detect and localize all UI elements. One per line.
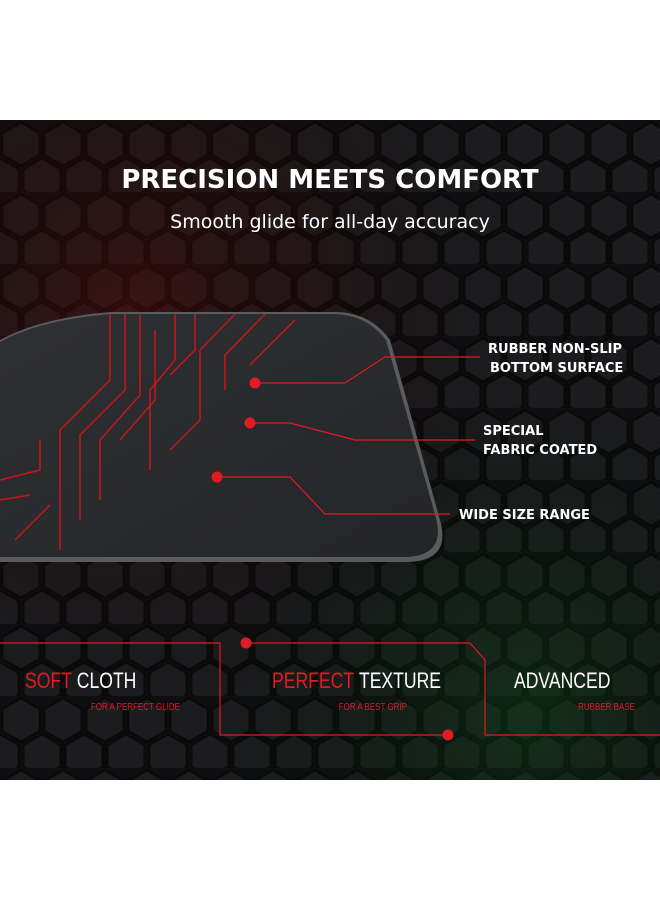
circuit-lines [0, 313, 296, 550]
feature-rest: ADVANCED [514, 669, 610, 693]
feature-heading: PERFECT TEXTURE [272, 669, 441, 693]
features: SOFT CLOTH PERFECT TEXTURE ADVANCED [25, 669, 610, 693]
feature-highlight: PERFECT [272, 669, 354, 693]
feature-caption: RUBBER BASE [578, 701, 635, 712]
callout-text: BOTTOM SURFACE [490, 361, 623, 376]
feature-captions: FOR A PERFECT GLIDE FOR A BEST GRIP RUBB… [91, 701, 635, 712]
title: PRECISION MEETS COMFORT [121, 165, 539, 195]
feature-heading: SOFT CLOTH [25, 669, 136, 693]
mousepad [0, 314, 438, 557]
feature-highlight: SOFT [25, 669, 72, 693]
callout-text: SPECIAL [483, 424, 544, 439]
callout-text: WIDE SIZE RANGE [459, 508, 590, 523]
feature-caption: FOR A BEST GRIP [339, 701, 407, 712]
callout-text: RUBBER NON-SLIP [488, 342, 622, 357]
leader-dots [211, 377, 454, 741]
callout-text: FABRIC COATED [483, 443, 597, 458]
feature-rest: TEXTURE [359, 669, 441, 693]
callouts: RUBBER NON-SLIP BOTTOM SURFACE SPECIAL F… [459, 342, 623, 523]
subtitle: Smooth glide for all-day accuracy [170, 211, 490, 233]
feature-caption: FOR A PERFECT GLIDE [91, 701, 180, 712]
leader-lines [0, 356, 660, 736]
feature-rest: CLOTH [77, 669, 137, 693]
